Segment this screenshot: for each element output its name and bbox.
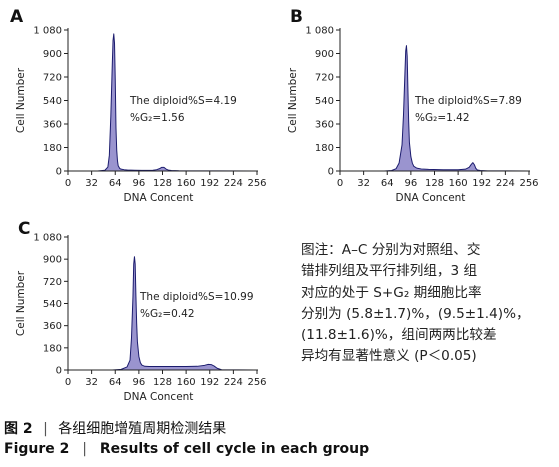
x-tick-label: 96 xyxy=(133,178,146,189)
y-tick-label: 540 xyxy=(43,96,62,107)
note-line: 对应的处于 S+G₂ 期细胞比率 xyxy=(301,284,482,301)
x-tick-label: 0 xyxy=(65,178,71,189)
note-line: 图注：A–C 分别为对照组、交 xyxy=(301,242,481,258)
panel-letter: B xyxy=(290,7,303,27)
y-tick-label: 720 xyxy=(315,73,334,84)
caption-figure-number: 图 2 xyxy=(4,421,33,437)
y-axis-label: Cell Number xyxy=(15,67,27,133)
caption-title-english: Results of cell cycle in each group xyxy=(99,441,370,457)
x-tick-label: 256 xyxy=(519,178,538,189)
x-tick-label: 64 xyxy=(109,377,122,388)
y-tick-label: 720 xyxy=(43,73,62,84)
caption-chinese: 图 2 | 各组细胞增殖周期检测结果 xyxy=(4,421,227,437)
x-tick-label: 160 xyxy=(177,178,196,189)
y-tick-label: 360 xyxy=(43,321,62,332)
y-tick-label: 1 080 xyxy=(33,233,62,244)
x-tick-label: 32 xyxy=(357,178,370,189)
x-tick-label: 192 xyxy=(472,178,491,189)
x-tick-label: 160 xyxy=(449,178,468,189)
figure-caption: 图 2 | 各组细胞增殖周期检测结果 Figure 2 | Results of… xyxy=(4,419,554,459)
panel-letter: A xyxy=(10,7,24,27)
figure-note: 图注：A–C 分别为对照组、交 错排列组及平行排列组，3 组 对应的处于 S+G… xyxy=(301,240,559,368)
chart-panel-a: A 0 180 360 540 720 900 1 080 0 32 64 96 128 160 192 22… xyxy=(0,0,285,215)
y-tick-label: 540 xyxy=(43,299,62,310)
panel-letter: C xyxy=(18,219,30,239)
y-tick-label: 720 xyxy=(43,277,62,288)
y-tick-label: 0 xyxy=(56,167,62,178)
caption-title-chinese: 各组细胞增殖周期检测结果 xyxy=(58,421,227,437)
x-tick-label: 96 xyxy=(133,377,146,388)
y-tick-label: 1 080 xyxy=(33,26,62,37)
y-tick-label: 360 xyxy=(43,120,62,131)
caption-figure-label: Figure 2 xyxy=(4,441,70,457)
x-tick-label: 128 xyxy=(153,377,172,388)
x-tick-label: 32 xyxy=(85,178,98,189)
note-line: 分别为 (5.8±1.7)%，(9.5±1.4)%， xyxy=(301,305,530,322)
x-tick-label: 128 xyxy=(425,178,444,189)
y-tick-label: 900 xyxy=(43,49,62,60)
x-axis-label: DNA Concent xyxy=(124,391,194,403)
chart-panel-c: C 0 180 360 540 720 900 1 080 0 32 64 96 128 160 192 22… xyxy=(0,210,290,420)
note-line: 异均有显著性意义 (P＜0.05) xyxy=(301,348,477,365)
x-tick-label: 0 xyxy=(65,377,71,388)
y-tick-label: 900 xyxy=(43,255,62,266)
y-axis-label: Cell Number xyxy=(287,67,299,133)
x-tick-label: 128 xyxy=(153,178,172,189)
annotation-text: The diploid%S=7.89 xyxy=(414,95,522,107)
x-tick-label: 256 xyxy=(247,178,266,189)
x-tick-label: 256 xyxy=(247,377,266,388)
x-tick-label: 96 xyxy=(405,178,418,189)
x-tick-label: 32 xyxy=(85,377,98,388)
y-tick-label: 1 080 xyxy=(305,26,334,37)
x-axis-label: DNA Concent xyxy=(396,192,466,204)
annotation-text: %G₂=0.42 xyxy=(140,308,195,320)
histogram-c: C 0 180 360 540 720 900 1 080 0 32 64 96 128 160 192 22… xyxy=(15,219,267,403)
x-tick-label: 0 xyxy=(337,178,343,189)
x-tick-label: 224 xyxy=(224,178,243,189)
annotation-text: The diploid%S=4.19 xyxy=(129,95,237,107)
annotation-text: %G₂=1.42 xyxy=(415,112,470,124)
histogram-area xyxy=(339,45,530,172)
x-tick-label: 64 xyxy=(109,178,122,189)
y-axis-label: Cell Number xyxy=(15,270,27,336)
y-tick-label: 180 xyxy=(43,143,62,154)
y-tick-label: 540 xyxy=(315,96,334,107)
chart-panel-b: B 0 180 360 540 720 900 1 080 0 32 64 96 128 160 192 22… xyxy=(280,0,559,215)
histogram-a: A 0 180 360 540 720 900 1 080 0 32 64 96 128 160 192 22… xyxy=(10,7,267,204)
x-tick-label: 224 xyxy=(496,178,515,189)
x-tick-label: 224 xyxy=(224,377,243,388)
histogram-area xyxy=(67,33,258,172)
y-tick-label: 180 xyxy=(43,343,62,354)
annotation-text: %G₂=1.56 xyxy=(130,112,185,124)
caption-english: Figure 2 | Results of cell cycle in each… xyxy=(4,441,370,457)
y-tick-label: 0 xyxy=(56,366,62,377)
y-tick-label: 0 xyxy=(328,167,334,178)
x-tick-label: 64 xyxy=(381,178,394,189)
histogram-b: B 0 180 360 540 720 900 1 080 0 32 64 96 128 160 192 22… xyxy=(287,7,539,204)
y-tick-label: 900 xyxy=(315,49,334,60)
x-axis-label: DNA Concent xyxy=(124,192,194,204)
note-line: (11.8±1.6)%，组间两两比较差 xyxy=(301,327,497,344)
histogram-area xyxy=(67,256,258,371)
note-line: 错排列组及平行排列组，3 组 xyxy=(301,263,478,280)
y-tick-label: 360 xyxy=(315,120,334,131)
y-tick-label: 180 xyxy=(315,143,334,154)
x-tick-label: 192 xyxy=(200,178,219,189)
x-tick-label: 192 xyxy=(200,377,219,388)
x-tick-label: 160 xyxy=(177,377,196,388)
annotation-text: The diploid%S=10.99 xyxy=(139,291,254,303)
